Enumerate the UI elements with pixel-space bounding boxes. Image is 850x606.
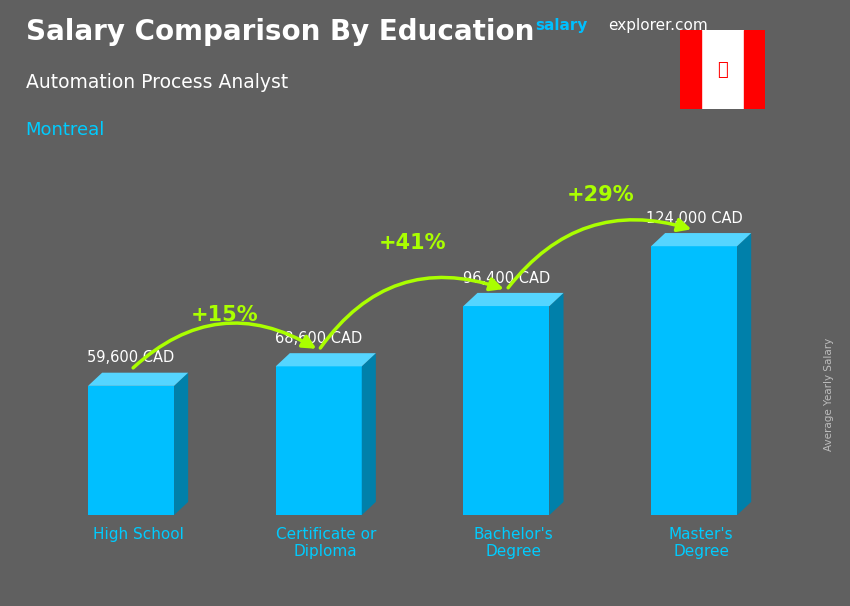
- Text: Salary Comparison By Education: Salary Comparison By Education: [26, 18, 534, 46]
- Polygon shape: [275, 367, 362, 515]
- Text: Montreal: Montreal: [26, 121, 105, 139]
- Bar: [744, 30, 765, 109]
- Text: 68,600 CAD: 68,600 CAD: [275, 331, 362, 346]
- Bar: [680, 30, 701, 109]
- Text: Automation Process Analyst: Automation Process Analyst: [26, 73, 288, 92]
- Text: +15%: +15%: [191, 305, 258, 325]
- Text: +29%: +29%: [566, 185, 634, 205]
- Polygon shape: [174, 373, 188, 515]
- Text: salary: salary: [536, 18, 588, 33]
- Text: 59,600 CAD: 59,600 CAD: [88, 350, 175, 365]
- Polygon shape: [651, 233, 751, 246]
- Text: Master's
Degree: Master's Degree: [669, 527, 734, 559]
- Polygon shape: [463, 306, 549, 515]
- Polygon shape: [549, 293, 564, 515]
- Text: Certificate or
Diploma: Certificate or Diploma: [275, 527, 376, 559]
- Polygon shape: [651, 246, 737, 515]
- Polygon shape: [275, 353, 376, 367]
- Text: 96,400 CAD: 96,400 CAD: [462, 270, 550, 285]
- Polygon shape: [88, 386, 174, 515]
- Text: 124,000 CAD: 124,000 CAD: [646, 211, 743, 225]
- Text: 🍁: 🍁: [717, 61, 728, 79]
- Polygon shape: [737, 233, 751, 515]
- Polygon shape: [88, 373, 188, 386]
- Polygon shape: [463, 293, 564, 306]
- Text: Bachelor's
Degree: Bachelor's Degree: [473, 527, 553, 559]
- Text: Average Yearly Salary: Average Yearly Salary: [824, 338, 834, 450]
- Polygon shape: [362, 353, 376, 515]
- Text: explorer.com: explorer.com: [608, 18, 707, 33]
- Text: +41%: +41%: [379, 233, 446, 253]
- Text: High School: High School: [93, 527, 184, 542]
